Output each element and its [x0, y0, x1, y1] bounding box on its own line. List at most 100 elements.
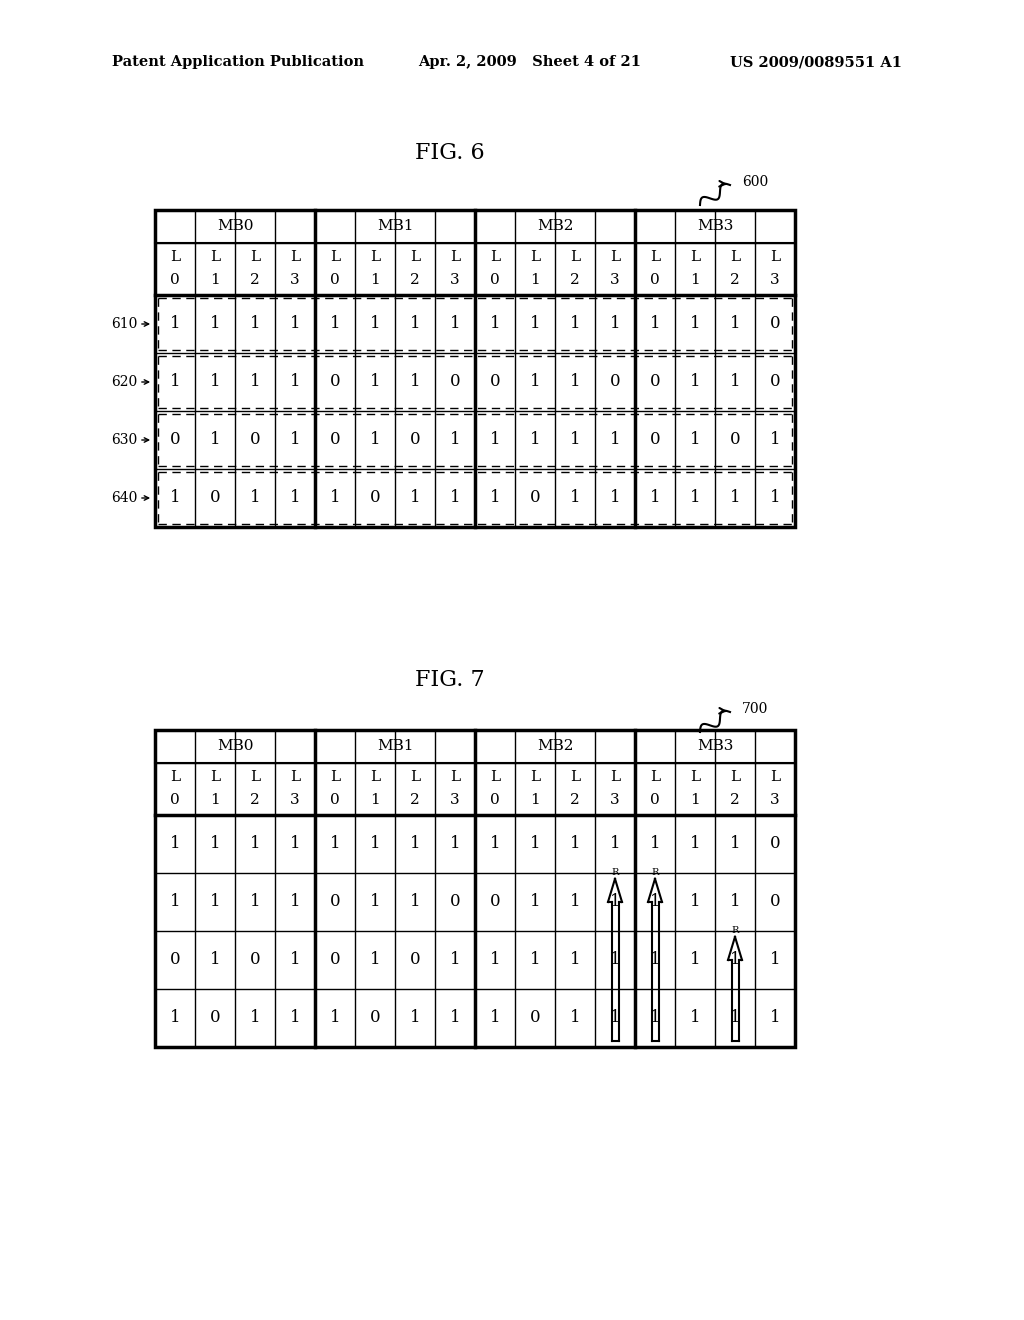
Text: 3: 3 [451, 273, 460, 288]
Text: 1: 1 [489, 1010, 501, 1027]
Text: 1: 1 [730, 894, 740, 911]
Text: L: L [450, 770, 460, 784]
Text: 1: 1 [609, 432, 621, 449]
Text: 0: 0 [770, 836, 780, 853]
Text: 1: 1 [529, 432, 541, 449]
Text: L: L [290, 770, 300, 784]
Text: 1: 1 [410, 490, 420, 507]
Text: 0: 0 [489, 894, 501, 911]
Text: 1: 1 [609, 952, 621, 969]
Text: 0: 0 [770, 374, 780, 391]
Text: 1: 1 [690, 315, 700, 333]
Text: 0: 0 [210, 1010, 220, 1027]
Text: 1: 1 [770, 490, 780, 507]
Text: L: L [650, 770, 660, 784]
Text: 1: 1 [690, 1010, 700, 1027]
Text: 2: 2 [570, 273, 580, 288]
Text: 1: 1 [649, 836, 660, 853]
Text: 1: 1 [690, 374, 700, 391]
Text: 1: 1 [609, 836, 621, 853]
Text: 1: 1 [569, 432, 581, 449]
Text: L: L [650, 249, 660, 264]
Text: 1: 1 [569, 315, 581, 333]
Text: L: L [290, 249, 300, 264]
Text: 1: 1 [170, 490, 180, 507]
Text: 1: 1 [529, 952, 541, 969]
Text: 1: 1 [290, 490, 300, 507]
Text: 1: 1 [370, 793, 380, 808]
Text: L: L [250, 249, 260, 264]
Text: 1: 1 [170, 374, 180, 391]
Bar [155, 210, 795, 527]
Text: 1: 1 [489, 952, 501, 969]
Text: 1: 1 [370, 432, 380, 449]
Text: L: L [330, 249, 340, 264]
Text: 1: 1 [609, 1010, 621, 1027]
Text: 1: 1 [690, 836, 700, 853]
Text: L: L [410, 249, 420, 264]
Text: 1: 1 [210, 793, 220, 808]
Text: 1: 1 [450, 432, 461, 449]
Text: 3: 3 [451, 793, 460, 808]
Text: 0: 0 [410, 952, 420, 969]
Text: MB0: MB0 [217, 219, 253, 234]
Text: 0: 0 [770, 315, 780, 333]
Text: 1: 1 [370, 894, 380, 911]
Text: 1: 1 [410, 1010, 420, 1027]
Text: 0: 0 [489, 374, 501, 391]
Text: 1: 1 [210, 432, 220, 449]
Text: 1: 1 [609, 315, 621, 333]
Text: 3: 3 [770, 273, 780, 288]
Text: 1: 1 [489, 836, 501, 853]
Text: 1: 1 [250, 836, 260, 853]
Text: 0: 0 [330, 793, 340, 808]
Text: 1: 1 [730, 952, 740, 969]
Text: 1: 1 [450, 490, 461, 507]
Text: L: L [210, 770, 220, 784]
Text: L: L [730, 249, 740, 264]
Text: 1: 1 [410, 374, 420, 391]
Text: 0: 0 [650, 793, 659, 808]
Text: 1: 1 [649, 490, 660, 507]
Text: 1: 1 [450, 315, 461, 333]
Text: 1: 1 [210, 836, 220, 853]
Text: 2: 2 [411, 273, 420, 288]
Text: 1: 1 [569, 374, 581, 391]
Text: 700: 700 [742, 702, 768, 715]
Text: 1: 1 [170, 836, 180, 853]
Text: 1: 1 [450, 836, 461, 853]
Text: 1: 1 [770, 432, 780, 449]
Text: 0: 0 [650, 273, 659, 288]
Text: 1: 1 [210, 952, 220, 969]
Text: L: L [410, 770, 420, 784]
Text: L: L [530, 770, 540, 784]
Text: 1: 1 [410, 836, 420, 853]
Text: 1: 1 [489, 490, 501, 507]
Text: 3: 3 [770, 793, 780, 808]
Text: 1: 1 [730, 490, 740, 507]
Text: 1: 1 [290, 952, 300, 969]
Text: 0: 0 [210, 490, 220, 507]
Text: 1: 1 [250, 1010, 260, 1027]
Text: 1: 1 [170, 894, 180, 911]
Text: 1: 1 [569, 894, 581, 911]
Text: 0: 0 [730, 432, 740, 449]
Text: 1: 1 [730, 315, 740, 333]
Text: L: L [770, 770, 780, 784]
Text: 0: 0 [330, 273, 340, 288]
Text: 1: 1 [569, 1010, 581, 1027]
Text: 1: 1 [410, 315, 420, 333]
Text: 1: 1 [370, 836, 380, 853]
Text: R: R [651, 867, 658, 876]
Text: 1: 1 [730, 1010, 740, 1027]
Text: L: L [610, 770, 621, 784]
Text: 0: 0 [410, 432, 420, 449]
Text: 3: 3 [290, 273, 300, 288]
Text: L: L [530, 249, 540, 264]
Text: 0: 0 [370, 1010, 380, 1027]
Text: 1: 1 [250, 894, 260, 911]
Text: 1: 1 [530, 273, 540, 288]
Text: L: L [690, 249, 700, 264]
Text: 1: 1 [770, 1010, 780, 1027]
Text: 1: 1 [210, 894, 220, 911]
